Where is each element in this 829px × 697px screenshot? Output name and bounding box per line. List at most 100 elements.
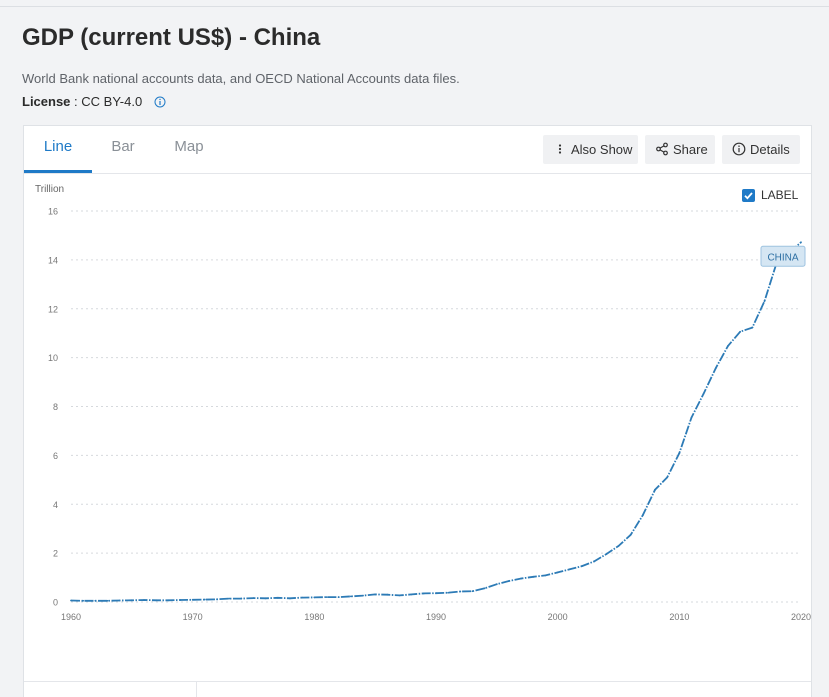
data-point bbox=[471, 590, 474, 593]
x-tick-label: 1960 bbox=[61, 612, 81, 622]
y-tick-label: 4 bbox=[53, 500, 58, 510]
license-label: License bbox=[22, 94, 71, 109]
data-point bbox=[666, 476, 669, 479]
data-point bbox=[727, 344, 729, 347]
share-button[interactable]: Share bbox=[645, 135, 715, 164]
data-point bbox=[252, 597, 255, 599]
data-point bbox=[568, 568, 571, 571]
bottom-strip bbox=[24, 681, 811, 697]
data-point bbox=[362, 594, 364, 597]
data-point bbox=[410, 593, 413, 596]
data-point bbox=[228, 597, 231, 600]
chart-tabs: Line Bar Map Also Show Share Details bbox=[24, 126, 811, 174]
data-point bbox=[106, 599, 109, 602]
share-icon bbox=[656, 142, 668, 156]
chart-area: LABEL Trillion 0 2 4 6 8 10 12 14 16 1960 1970 1980 1… bbox=[24, 174, 811, 684]
tab-map[interactable]: Map bbox=[174, 138, 204, 155]
y-tick-label: 2 bbox=[53, 549, 58, 559]
more-vertical-icon bbox=[558, 144, 562, 154]
y-tick-label: 16 bbox=[48, 207, 58, 217]
license-line: License : CC BY-4.0 bbox=[22, 94, 166, 111]
data-point bbox=[447, 591, 450, 594]
data-point bbox=[179, 599, 182, 601]
data-point bbox=[94, 599, 97, 602]
data-point bbox=[629, 533, 632, 536]
x-tick-label: 1980 bbox=[304, 612, 324, 622]
data-point bbox=[459, 590, 462, 593]
data-point bbox=[191, 598, 194, 601]
data-point bbox=[349, 595, 352, 598]
y-tick-label: 14 bbox=[48, 255, 58, 265]
data-point bbox=[532, 575, 535, 578]
data-point bbox=[216, 598, 218, 601]
x-tick-label: 2000 bbox=[548, 612, 568, 622]
y-axis-label: Trillion bbox=[35, 184, 64, 195]
data-point bbox=[678, 452, 681, 455]
data-point bbox=[483, 587, 486, 590]
data-point bbox=[264, 597, 267, 600]
data-point bbox=[337, 596, 340, 599]
x-tick-label: 1970 bbox=[183, 612, 203, 622]
data-point bbox=[203, 598, 206, 601]
data-point bbox=[508, 580, 510, 582]
y-tick-label: 12 bbox=[48, 304, 58, 314]
data-point bbox=[422, 592, 425, 595]
data-point bbox=[276, 596, 279, 599]
data-point bbox=[289, 597, 291, 600]
data-point bbox=[435, 592, 437, 595]
data-point bbox=[374, 593, 377, 596]
y-tick-label: 0 bbox=[53, 598, 58, 608]
line-chart: Trillion 0 2 4 6 8 10 12 14 16 1960 1970 1980 1990 200… bbox=[35, 184, 811, 622]
label-checkbox[interactable] bbox=[742, 188, 755, 202]
data-point bbox=[605, 553, 608, 556]
data-point bbox=[654, 488, 656, 491]
data-point bbox=[702, 392, 705, 395]
details-button[interactable]: Details bbox=[722, 135, 800, 164]
label-toggle-text: LABEL bbox=[761, 188, 799, 202]
info-icon[interactable] bbox=[154, 96, 166, 111]
data-point bbox=[800, 241, 802, 244]
license-value: CC BY-4.0 bbox=[81, 94, 143, 109]
data-point bbox=[544, 574, 547, 577]
data-point bbox=[714, 367, 717, 370]
label-toggle[interactable]: LABEL bbox=[742, 188, 798, 202]
data-point bbox=[167, 599, 170, 602]
share-label: Share bbox=[673, 142, 708, 157]
tab-bar[interactable]: Bar bbox=[111, 138, 135, 155]
bottom-divider bbox=[196, 682, 197, 697]
tab-line[interactable]: Line bbox=[24, 126, 92, 173]
data-point bbox=[70, 599, 72, 602]
page-title: GDP (current US$) - China bbox=[22, 24, 321, 51]
chart-card: Line Bar Map Also Show Share Details LAB… bbox=[23, 125, 812, 697]
source-note: World Bank national accounts data, and O… bbox=[22, 71, 460, 86]
data-point bbox=[313, 596, 316, 599]
data-point bbox=[495, 583, 498, 586]
data-point bbox=[739, 330, 742, 333]
data-point bbox=[398, 594, 401, 597]
data-point bbox=[325, 596, 328, 599]
data-point bbox=[690, 416, 693, 419]
y-tick-label: 10 bbox=[48, 353, 58, 363]
y-tick-label: 6 bbox=[53, 451, 58, 461]
data-point bbox=[556, 571, 559, 574]
data-point bbox=[155, 599, 158, 602]
check-icon bbox=[744, 191, 753, 200]
series-label-box bbox=[760, 245, 806, 267]
also-show-label: Also Show bbox=[571, 142, 633, 157]
data-point bbox=[520, 577, 523, 580]
details-label: Details bbox=[750, 142, 790, 157]
x-tick-label: 1990 bbox=[426, 612, 446, 622]
also-show-button[interactable]: Also Show bbox=[543, 135, 638, 164]
data-point bbox=[143, 599, 145, 601]
data-point bbox=[751, 326, 754, 329]
x-tick-label: 2010 bbox=[669, 612, 689, 622]
data-point bbox=[593, 560, 596, 563]
top-bar bbox=[0, 0, 829, 7]
data-point bbox=[386, 593, 389, 596]
y-tick-label: 8 bbox=[53, 402, 58, 412]
data-point bbox=[641, 514, 644, 517]
license-separator: : bbox=[70, 94, 82, 109]
data-point bbox=[763, 300, 766, 303]
data-point bbox=[617, 545, 620, 547]
series-line-china bbox=[70, 241, 802, 602]
